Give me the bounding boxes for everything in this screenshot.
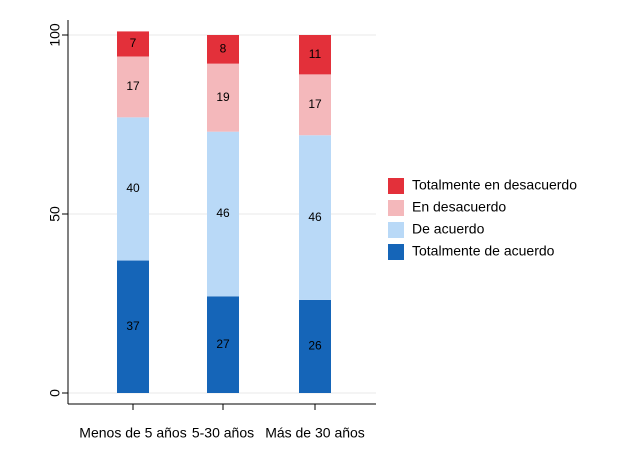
legend-label: En desacuerdo <box>412 199 506 215</box>
legend-label: Totalmente de acuerdo <box>412 243 555 259</box>
value-label: 17 <box>308 97 322 111</box>
bar-segment <box>299 135 331 300</box>
value-label: 19 <box>216 90 230 104</box>
bar-segment <box>207 296 239 393</box>
value-label: 27 <box>216 337 230 351</box>
bar-segment <box>117 260 149 393</box>
legend-swatch <box>388 244 404 260</box>
value-label: 26 <box>308 339 322 353</box>
x-tick-label: Menos de 5 años <box>79 425 186 441</box>
bar-segment <box>207 63 239 132</box>
legend-swatch <box>388 222 404 238</box>
bar-segment <box>299 35 331 75</box>
y-tick-label: 0 <box>47 389 63 397</box>
bar-segment <box>117 31 149 57</box>
x-tick-label: Más de 30 años <box>265 425 365 441</box>
value-label: 46 <box>308 210 322 224</box>
legend-swatch <box>388 178 404 194</box>
value-label: 8 <box>220 41 227 55</box>
x-tick-label: 5-30 años <box>192 425 254 441</box>
value-label: 37 <box>126 319 140 333</box>
bar-segment <box>207 35 239 64</box>
value-label: 40 <box>126 181 140 195</box>
legend-label: De acuerdo <box>412 221 485 237</box>
legend-label: Totalmente en desacuerdo <box>412 177 577 193</box>
y-tick-label: 50 <box>47 206 63 222</box>
bar-segment <box>117 117 149 261</box>
bar-segment <box>299 74 331 136</box>
value-label: 7 <box>130 36 137 50</box>
y-tick-label: 100 <box>47 23 63 47</box>
bar-segment <box>207 131 239 297</box>
value-label: 46 <box>216 206 230 220</box>
value-label: 11 <box>309 47 322 61</box>
bar-segment <box>117 56 149 118</box>
legend-swatch <box>388 200 404 216</box>
value-label: 17 <box>126 79 140 93</box>
bar-segment <box>299 299 331 393</box>
